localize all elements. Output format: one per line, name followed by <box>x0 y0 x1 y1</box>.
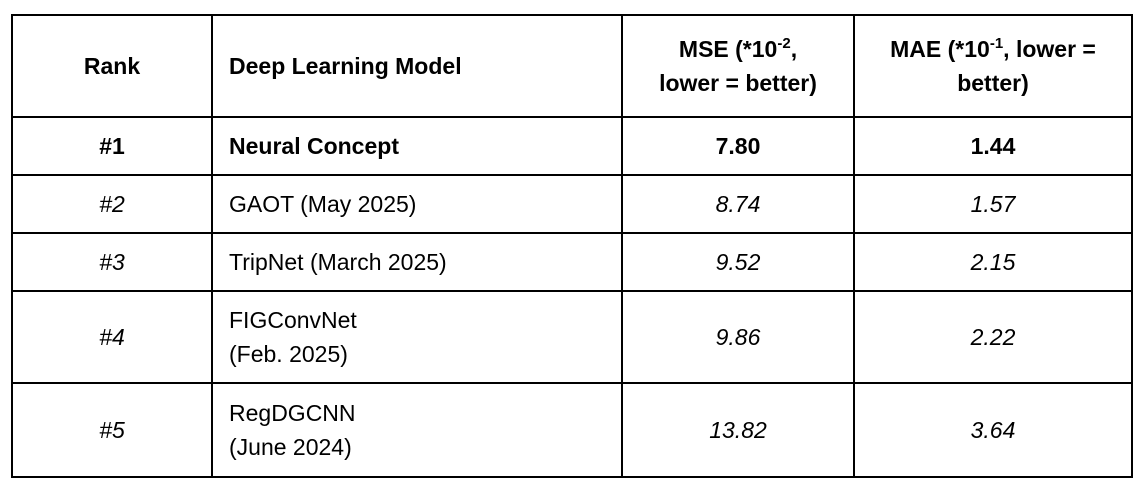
model-name: Neural Concept <box>229 133 399 159</box>
table-body: #1 Neural Concept 7.80 1.44 #2 GAOT (May… <box>11 116 1133 478</box>
rank-cell: #3 <box>11 232 213 292</box>
mse-cell: 8.74 <box>621 174 855 234</box>
mae-cell: 3.64 <box>853 382 1133 478</box>
mse-cell: 7.80 <box>621 116 855 176</box>
header-mse-line2: lower = better) <box>659 70 817 96</box>
model-cell: RegDGCNN (June 2024) <box>211 382 623 478</box>
model-cell: GAOT (May 2025) <box>211 174 623 234</box>
header-mse-suffix: , <box>790 36 798 62</box>
table-row: #3 TripNet (March 2025) 9.52 2.15 <box>11 232 1133 292</box>
model-name: RegDGCNN <box>229 400 356 426</box>
header-mse-prefix: MSE (*10 <box>678 36 778 62</box>
mse-cell: 9.86 <box>621 290 855 384</box>
model-name: TripNet (March 2025) <box>229 249 447 275</box>
header-rank: Rank <box>11 14 213 118</box>
table-row: #1 Neural Concept 7.80 1.44 <box>11 116 1133 176</box>
header-mae-line2: better) <box>957 70 1029 96</box>
mse-cell: 13.82 <box>621 382 855 478</box>
header-mae-suffix: , lower = <box>1003 36 1096 62</box>
header-mae-exponent: -1 <box>989 35 1004 52</box>
rank-cell: #1 <box>11 116 213 176</box>
header-mse: MSE (*10-2, lower = better) <box>621 14 855 118</box>
model-cell: FIGConvNet (Feb. 2025) <box>211 290 623 384</box>
header-mae-line1: MAE (*10-1, lower = <box>871 32 1115 66</box>
header-row: Rank Deep Learning Model MSE (*10-2, low… <box>11 14 1133 118</box>
table-row: #5 RegDGCNN (June 2024) 13.82 3.64 <box>11 382 1133 478</box>
header-model: Deep Learning Model <box>211 14 623 118</box>
mae-cell: 1.57 <box>853 174 1133 234</box>
rank-cell: #2 <box>11 174 213 234</box>
header-mse-exponent: -2 <box>777 35 791 52</box>
header-mae: MAE (*10-1, lower = better) <box>853 14 1133 118</box>
table-row: #4 FIGConvNet (Feb. 2025) 9.86 2.22 <box>11 290 1133 384</box>
model-cell: TripNet (March 2025) <box>211 232 623 292</box>
leaderboard-table: Rank Deep Learning Model MSE (*10-2, low… <box>11 14 1133 478</box>
header-mse-line1: MSE (*10-2, <box>639 32 837 66</box>
model-cell: Neural Concept <box>211 116 623 176</box>
table-header: Rank Deep Learning Model MSE (*10-2, low… <box>11 14 1133 118</box>
rank-cell: #5 <box>11 382 213 478</box>
mae-cell: 2.15 <box>853 232 1133 292</box>
mae-cell: 2.22 <box>853 290 1133 384</box>
header-mae-prefix: MAE (*10 <box>890 36 990 62</box>
model-date: (Feb. 2025) <box>229 341 348 367</box>
model-date: (June 2024) <box>229 434 352 460</box>
mse-cell: 9.52 <box>621 232 855 292</box>
mae-cell: 1.44 <box>853 116 1133 176</box>
model-name: FIGConvNet <box>229 307 357 333</box>
rank-cell: #4 <box>11 290 213 384</box>
table-row: #2 GAOT (May 2025) 8.74 1.57 <box>11 174 1133 234</box>
model-name: GAOT (May 2025) <box>229 191 417 217</box>
